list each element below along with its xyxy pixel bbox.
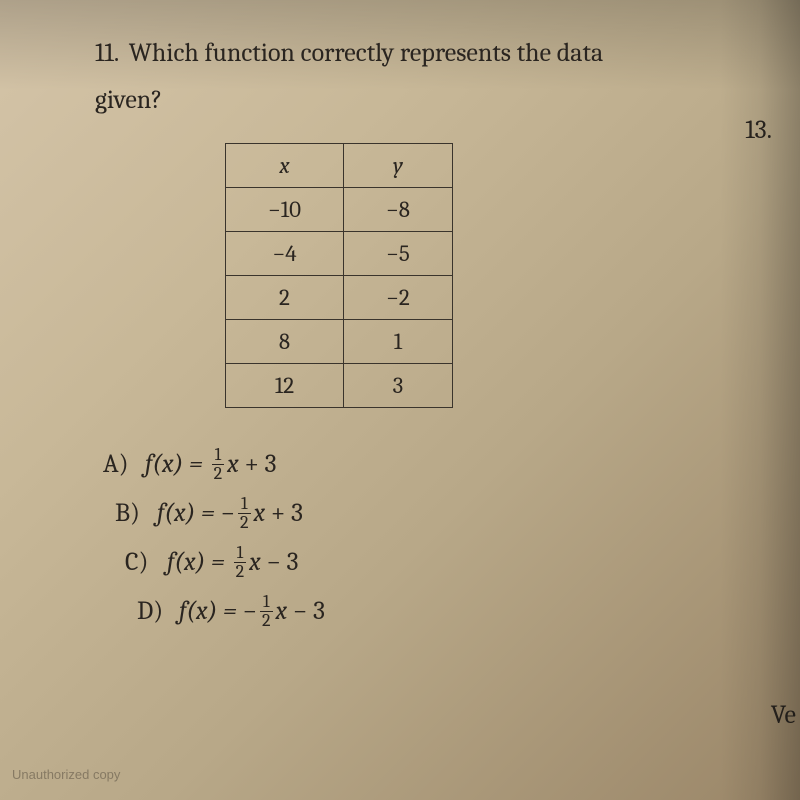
- table-header-row: x y: [226, 143, 453, 187]
- question-text-2: given?: [95, 85, 750, 115]
- table-row: 8 1: [226, 319, 453, 363]
- fraction-icon: 1 2: [233, 544, 248, 581]
- cell-y: −8: [343, 187, 452, 231]
- choice-letter: C): [125, 547, 167, 577]
- cell-x: 2: [226, 275, 344, 319]
- question-text-1: Which function correctly represents the …: [129, 38, 603, 68]
- fraction-icon: 1 2: [259, 593, 274, 630]
- denominator: 2: [211, 465, 226, 483]
- fx: f(x) =: [157, 498, 215, 528]
- choice-d: D) f(x) = − 1 2 x − 3: [137, 593, 750, 630]
- fx: f(x) =: [167, 547, 225, 577]
- cell-x: −10: [226, 187, 344, 231]
- numerator: 1: [234, 544, 247, 563]
- next-question-number: 13.: [745, 115, 772, 145]
- x-var: x: [227, 449, 239, 479]
- watermark-text: Unauthorized copy: [12, 767, 120, 782]
- op-term: + 3: [271, 498, 303, 528]
- choice-letter: A): [103, 449, 145, 479]
- cell-y: −2: [343, 275, 452, 319]
- choice-expression: f(x) = − 1 2 x − 3: [179, 593, 325, 630]
- cell-y: −5: [343, 231, 452, 275]
- question-number: 11.: [95, 38, 119, 68]
- denominator: 2: [237, 514, 252, 532]
- choice-b: B) f(x) = − 1 2 x + 3: [115, 495, 750, 532]
- answer-choices: A) f(x) = 1 2 x + 3 B) f(x) = − 1 2: [103, 446, 750, 630]
- cell-x: 8: [226, 319, 344, 363]
- x-var: x: [254, 498, 266, 528]
- table-row: −4 −5: [226, 231, 453, 275]
- page-edge-text: Ve: [771, 700, 796, 730]
- denominator: 2: [233, 563, 248, 581]
- choice-expression: f(x) = − 1 2 x + 3: [157, 495, 303, 532]
- question-line-1: 11. Which function correctly represents …: [95, 35, 750, 73]
- choice-c: C) f(x) = 1 2 x − 3: [125, 544, 750, 581]
- numerator: 1: [238, 495, 251, 514]
- table-row: 12 3: [226, 363, 453, 407]
- op-term: + 3: [244, 449, 276, 479]
- numerator: 1: [212, 446, 225, 465]
- textbook-page: 11. Which function correctly represents …: [0, 0, 800, 800]
- fx: f(x) =: [179, 596, 237, 626]
- choice-a: A) f(x) = 1 2 x + 3: [103, 446, 750, 483]
- op-term: − 3: [266, 547, 298, 577]
- header-x: x: [226, 143, 344, 187]
- fraction-icon: 1 2: [211, 446, 226, 483]
- choice-letter: B): [115, 498, 157, 528]
- cell-y: 1: [343, 319, 452, 363]
- numerator: 1: [260, 593, 273, 612]
- op-term: − 3: [293, 596, 325, 626]
- x-var: x: [276, 596, 288, 626]
- cell-x: 12: [226, 363, 344, 407]
- choice-expression: f(x) = 1 2 x − 3: [167, 544, 299, 581]
- table-row: 2 −2: [226, 275, 453, 319]
- sign: −: [243, 596, 257, 626]
- cell-y: 3: [343, 363, 452, 407]
- cell-x: −4: [226, 231, 344, 275]
- choice-letter: D): [137, 596, 179, 626]
- fraction-icon: 1 2: [237, 495, 252, 532]
- choice-expression: f(x) = 1 2 x + 3: [145, 446, 277, 483]
- denominator: 2: [259, 612, 274, 630]
- header-y: y: [343, 143, 452, 187]
- table-row: −10 −8: [226, 187, 453, 231]
- data-table: x y −10 −8 −4 −5 2 −2 8 1 12 3: [225, 143, 453, 408]
- fx: f(x) =: [145, 449, 203, 479]
- x-var: x: [249, 547, 261, 577]
- sign: −: [221, 498, 235, 528]
